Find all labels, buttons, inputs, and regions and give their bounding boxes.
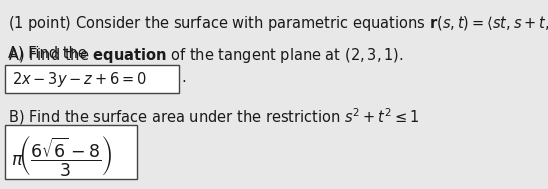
Text: $\pi\!\left(\dfrac{6\sqrt{6}-8}{3}\right)$: $\pi\!\left(\dfrac{6\sqrt{6}-8}{3}\right…	[11, 134, 112, 179]
FancyBboxPatch shape	[5, 125, 137, 179]
Text: A) Find the: A) Find the	[8, 46, 92, 61]
FancyBboxPatch shape	[5, 65, 179, 93]
Text: $2x - 3y - z + 6 = 0$: $2x - 3y - z + 6 = 0$	[12, 70, 147, 89]
Text: A) Find the $\mathbf{equation}$ of the tangent plane at $(2, 3, 1)$.: A) Find the $\mathbf{equation}$ of the t…	[8, 46, 404, 65]
Text: B) Find the surface area under the restriction $s^2 + t^2 \leq 1$: B) Find the surface area under the restr…	[8, 106, 419, 127]
Text: (1 point) Consider the surface with parametric equations $\mathbf{r}(s, t) = \la: (1 point) Consider the surface with para…	[8, 14, 548, 33]
Text: .: .	[181, 70, 186, 85]
